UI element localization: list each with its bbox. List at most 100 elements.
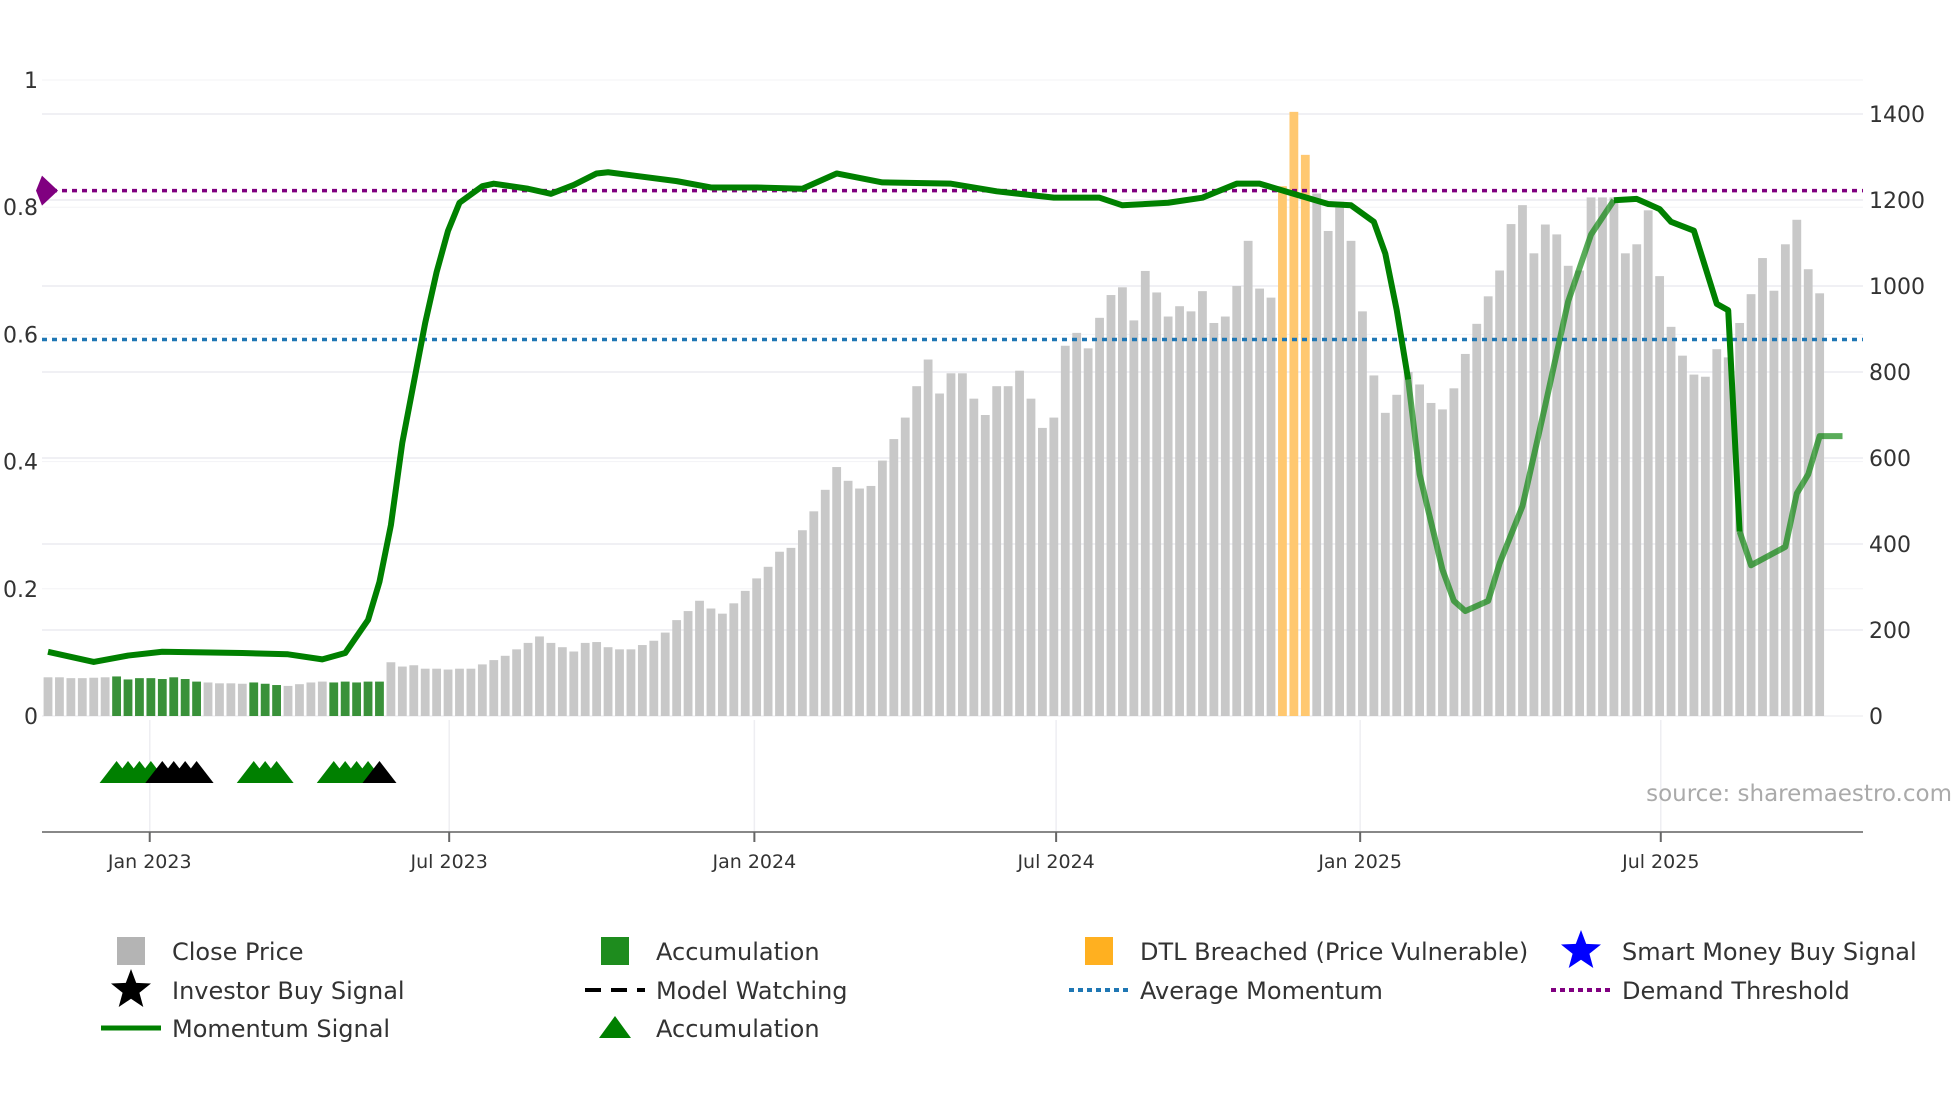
close-price-bar	[535, 636, 544, 716]
right-tick-label: 0	[1869, 705, 1883, 730]
close-price-bar	[100, 677, 110, 716]
close-price-bar	[752, 578, 762, 716]
close-price-bar	[569, 651, 579, 716]
accumulation-bar	[192, 681, 201, 716]
close-price-bar	[466, 668, 476, 716]
x-tick-label: Jul 2024	[1016, 851, 1094, 873]
close-price-bar	[1449, 388, 1459, 716]
close-price-bar	[409, 665, 419, 716]
close-price-bar	[1609, 197, 1619, 717]
x-tick-label: Jul 2023	[410, 851, 488, 873]
legend-label: Model Watching	[656, 977, 848, 1005]
momentum-line-segment	[47, 169, 1412, 665]
accumulation-bar	[249, 682, 259, 716]
close-price-bar	[1769, 290, 1779, 716]
close-price-bar	[820, 489, 830, 716]
close-price-bar	[1792, 219, 1802, 716]
accumulation-bar	[352, 682, 362, 716]
close-price-bar	[1655, 276, 1665, 716]
legend-label: Accumulation	[656, 1015, 820, 1043]
legend-star-icon	[1561, 930, 1601, 968]
close-price-bar	[832, 467, 842, 716]
close-price-bar	[683, 611, 693, 716]
close-price-bar	[855, 488, 864, 716]
close-price-bar	[420, 668, 430, 716]
close-price-bar	[672, 620, 682, 716]
accumulation-bar	[329, 682, 339, 716]
close-price-bar	[763, 566, 773, 716]
close-price-bar	[843, 480, 853, 716]
close-price-bar	[55, 677, 64, 716]
close-price-bar	[226, 683, 236, 716]
accumulation-bar	[340, 681, 350, 716]
legend-item: Model Watching	[585, 977, 848, 1005]
close-price-bar	[1552, 234, 1562, 716]
close-price-bar	[477, 664, 487, 716]
legend-item: Accumulation	[599, 1015, 820, 1043]
close-price-bar	[946, 373, 956, 716]
close-price-bar	[1506, 224, 1516, 716]
close-price-bar	[1518, 205, 1527, 716]
left-tick-label: 0.2	[3, 578, 38, 603]
legend-label: Momentum Signal	[172, 1015, 390, 1043]
accumulation-bar	[260, 683, 270, 716]
legend-label: Close Price	[172, 938, 304, 966]
dtl-breached-bar	[1278, 186, 1287, 717]
close-price-bar	[203, 682, 213, 716]
close-price-bar	[1358, 311, 1367, 716]
close-price-bar	[626, 649, 636, 716]
left-tick-label: 0.4	[3, 451, 38, 476]
legend-label: Average Momentum	[1140, 977, 1383, 1005]
close-price-bar	[1586, 197, 1596, 717]
close-price-bar	[1106, 295, 1116, 716]
close-price-bar	[637, 645, 647, 716]
right-tick-label: 1200	[1869, 189, 1925, 214]
close-price-bar	[1815, 293, 1825, 716]
legend-item: Momentum Signal	[101, 1015, 390, 1043]
legend-square-icon	[117, 937, 145, 965]
close-price-bar	[546, 642, 556, 716]
close-price-bar	[923, 359, 933, 716]
close-price-bar	[1186, 311, 1196, 716]
accumulation-bar	[135, 678, 144, 716]
close-price-bar	[1483, 296, 1493, 716]
close-price-bar	[1243, 240, 1253, 716]
close-price-bar	[397, 666, 407, 716]
close-price-bar	[912, 386, 922, 716]
dtl-breached-bar	[1300, 154, 1310, 717]
close-price-bar	[215, 683, 224, 716]
close-price-bar	[43, 677, 53, 716]
close-price-bar	[1495, 270, 1505, 716]
accumulation-triangle-marker	[259, 761, 294, 783]
close-price-bar	[432, 668, 442, 716]
legend-item: Demand Threshold	[1551, 977, 1850, 1005]
close-price-bar	[1700, 376, 1710, 716]
close-price-bar	[706, 608, 716, 716]
close-price-bar	[1598, 197, 1607, 717]
close-price-bar	[1403, 372, 1413, 716]
close-price-bar	[443, 669, 453, 716]
close-price-bar	[1392, 394, 1402, 716]
close-price-bar	[1083, 348, 1093, 716]
x-tick-label: Jan 2024	[712, 851, 797, 873]
legend-item: DTL Breached (Price Vulnerable)	[1085, 937, 1528, 966]
legend-label: DTL Breached (Price Vulnerable)	[1140, 938, 1528, 966]
close-price-bar	[980, 415, 990, 716]
close-price-bar	[1049, 417, 1059, 716]
close-price-bar	[1140, 270, 1150, 716]
close-price-bar	[1369, 375, 1379, 716]
close-price-bar	[386, 662, 396, 716]
accumulation-bar	[123, 679, 133, 716]
close-price-bar	[500, 655, 510, 716]
close-price-bar	[512, 649, 522, 716]
axes: Jan 2023 Jul 2023 Jan 2024 Jul 2024 Jan 2025…	[3, 69, 1925, 873]
close-price-bar	[1712, 349, 1722, 716]
close-price-bar	[1746, 294, 1756, 716]
accumulation-bar	[112, 676, 121, 716]
close-price-bar	[900, 417, 910, 716]
close-price-bar	[66, 678, 76, 716]
gridlines	[42, 79, 1863, 832]
right-tick-label: 200	[1869, 619, 1911, 644]
close-price-bar	[237, 683, 247, 716]
legend-label: Investor Buy Signal	[172, 977, 405, 1005]
